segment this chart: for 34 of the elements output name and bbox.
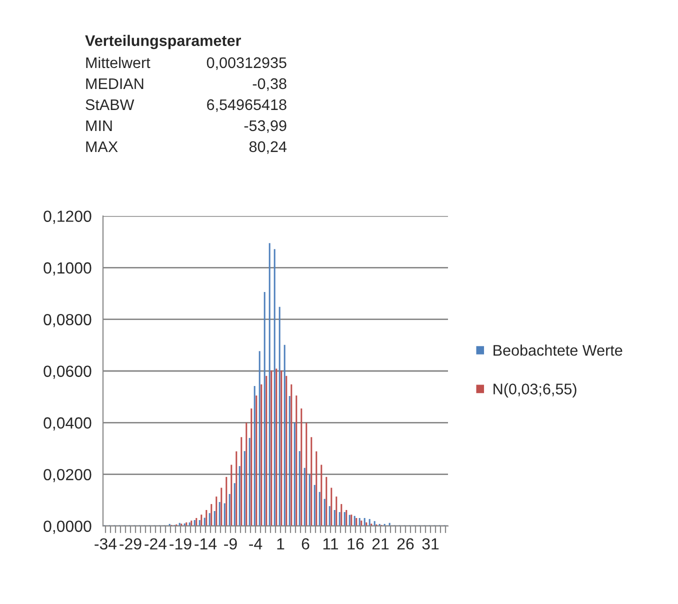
x-tick-label: 26 <box>397 538 414 550</box>
text: -0,38 <box>252 78 286 91</box>
x-tick-label: -9 <box>224 538 237 550</box>
text: MAX <box>86 141 118 152</box>
text: StABW <box>86 99 134 110</box>
x-tick-label: -34 <box>94 538 117 550</box>
text: -53,99 <box>244 120 286 133</box>
text: 6,54965418 <box>207 99 286 112</box>
y-tick-label: 0,0000 <box>44 520 92 534</box>
text: 0,00312935 <box>206 57 286 70</box>
x-tick-label: 6 <box>302 538 310 550</box>
x-tick-label: 31 <box>422 538 439 550</box>
x-tick-label: 11 <box>323 538 338 550</box>
x-tick-label: -14 <box>194 538 217 550</box>
y-tick-label: 0,1200 <box>44 210 92 224</box>
y-tick-label: 0,0400 <box>44 417 92 430</box>
y-tick-label: 0,0600 <box>44 366 92 379</box>
y-tick-label: 0,0800 <box>44 314 92 328</box>
y-tick-label: 0,1000 <box>44 262 92 276</box>
legend-label: N(0,03;6,55) <box>494 383 576 398</box>
x-tick-label: -29 <box>120 538 142 550</box>
text: MIN <box>86 120 112 131</box>
x-tick-label: 16 <box>348 538 364 550</box>
x-tick-label: -24 <box>144 538 167 550</box>
text: MEDIAN <box>86 78 144 89</box>
x-tick-label: 1 <box>277 538 284 550</box>
text: Verteilungsparameter <box>85 34 242 50</box>
x-tick-label: 21 <box>372 538 389 550</box>
x-tick-label: -4 <box>249 538 262 550</box>
y-tick-label: 0,0200 <box>44 468 92 482</box>
x-tick-label: -19 <box>170 538 192 550</box>
text: Mittelwert <box>86 56 150 68</box>
text: 80,24 <box>249 141 287 154</box>
legend-label: Beobachtete Werte <box>494 344 622 356</box>
